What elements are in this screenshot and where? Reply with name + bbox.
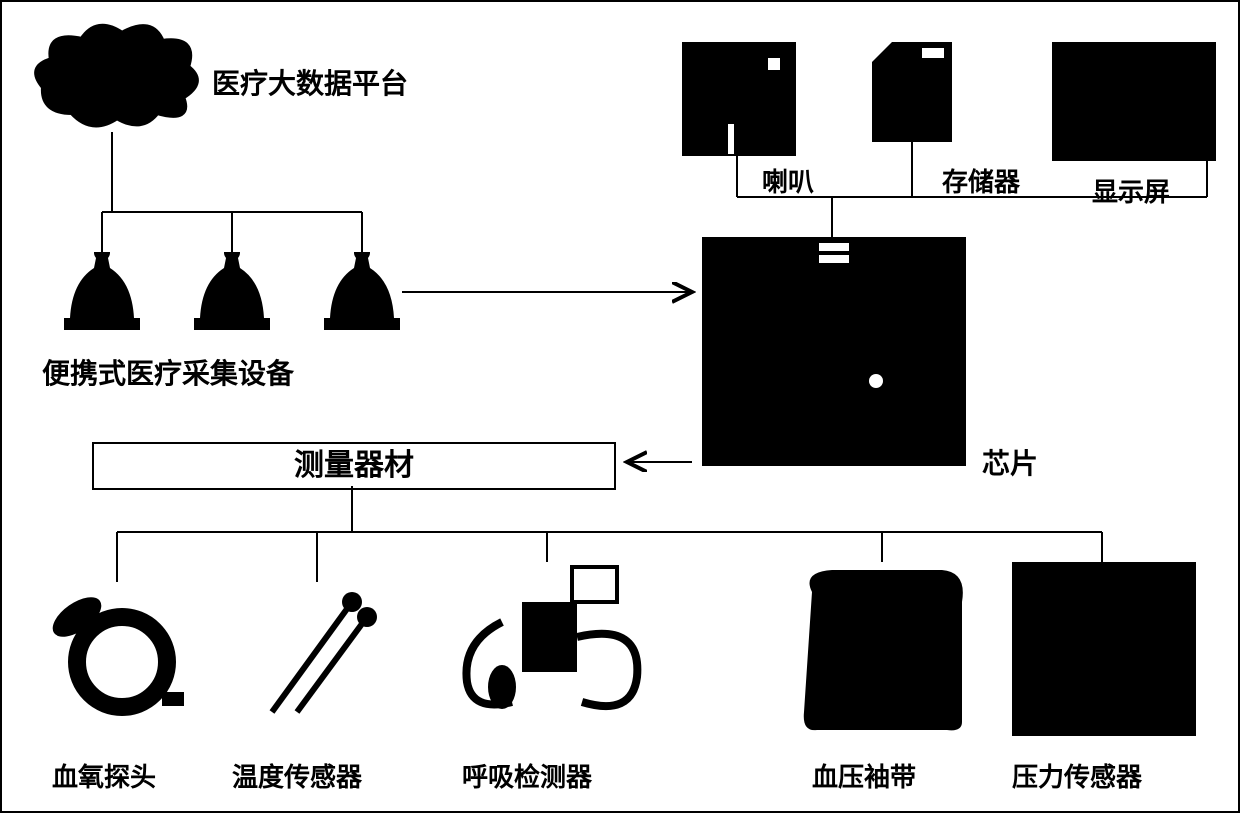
measure-box: 测量器材: [92, 442, 616, 490]
psensor-icon: [1012, 562, 1196, 736]
storage-icon: [872, 42, 952, 142]
breath-label: 呼吸检测器: [462, 757, 592, 794]
cloud-icon: [32, 22, 202, 132]
temp-icon: [242, 582, 392, 722]
temp-label: 温度传感器: [232, 757, 362, 794]
cloud-label: 医疗大数据平台: [212, 62, 408, 102]
bpcuff-label: 血压袖带: [812, 757, 916, 794]
diagram-canvas: 医疗大数据平台 喇叭 存储器 显示屏 便携式医疗采集设备 芯片 测量器材 血氧探: [0, 0, 1240, 813]
display-icon: [1052, 42, 1216, 161]
breath-icon: [442, 562, 652, 722]
chip-icon: [702, 237, 966, 466]
device-icon-3: [322, 252, 402, 332]
devices-label: 便携式医疗采集设备: [42, 352, 294, 392]
device-icon-1: [62, 252, 142, 332]
psensor-label: 压力传感器: [1012, 757, 1142, 794]
spo2-label: 血氧探头: [52, 757, 156, 794]
measure-box-label: 测量器材: [294, 449, 414, 482]
bpcuff-icon: [792, 562, 972, 732]
speaker-icon: [682, 42, 796, 156]
spo2-icon: [42, 582, 192, 722]
storage-label: 存储器: [942, 162, 1020, 199]
device-icon-2: [192, 252, 272, 332]
chip-label: 芯片: [982, 442, 1038, 482]
speaker-label: 喇叭: [762, 162, 814, 199]
display-label: 显示屏: [1092, 172, 1170, 209]
